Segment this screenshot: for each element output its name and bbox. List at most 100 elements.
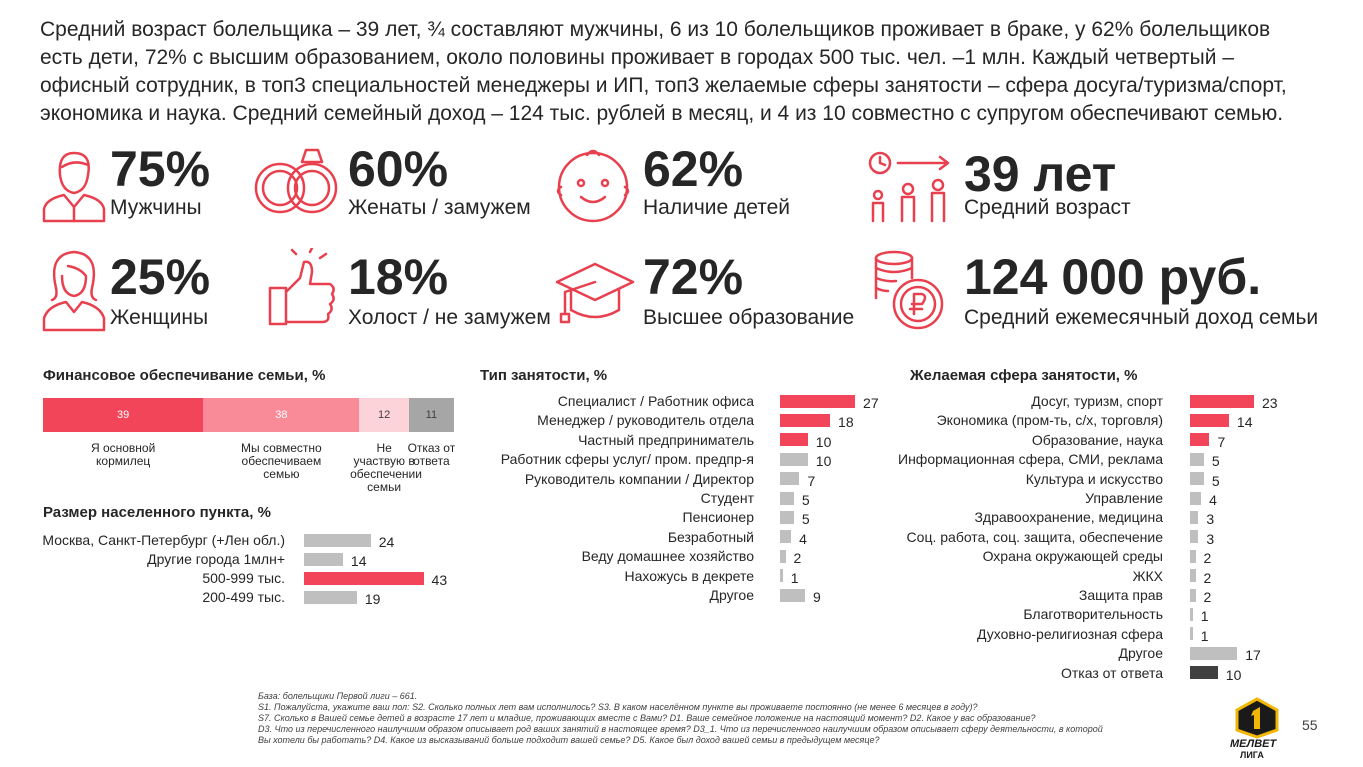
data-label: 7 [1217, 433, 1226, 450]
data-label: 2 [1203, 569, 1212, 586]
stat-value: 62% [643, 141, 744, 197]
data-label: 5 [1211, 472, 1220, 489]
data-label: 43 [431, 572, 448, 588]
data-label: 5 [801, 511, 810, 528]
footnote: База: болельщики Первой лиги – 661. [258, 691, 418, 701]
chart-title: Финансовое обеспечивание семьи, % [43, 367, 326, 384]
stat-value: 60% [348, 141, 449, 197]
category-label: Управление [1085, 490, 1163, 506]
bar [1190, 394, 1254, 408]
data-label: 5 [1211, 453, 1220, 470]
bar [780, 413, 831, 427]
stat-label: Средний возраст [964, 196, 1131, 219]
data-label: 38 [275, 409, 288, 421]
bar [1190, 646, 1238, 660]
category-label: Досуг, туризм, спорт [1031, 393, 1163, 409]
bar [1190, 413, 1229, 427]
category-label: Другие города 1млн+ [147, 551, 285, 567]
stat-value: 25% [110, 249, 211, 305]
icon-coins [874, 250, 944, 330]
category-label: Защита прав [1078, 587, 1163, 603]
category-label: Нахожусь в декрете [624, 567, 754, 584]
bar-segment [359, 398, 409, 432]
data-label: 27 [863, 395, 879, 411]
stat-label: Средний ежемесячный доход семьи [964, 306, 1319, 329]
bar [780, 452, 808, 466]
category-label: Благотворительность [1023, 606, 1163, 623]
stat-value: 39 лет [964, 146, 1117, 202]
category-label: Частный предприниматель [578, 431, 754, 448]
logo-league: ЛИГА [1240, 750, 1264, 760]
data-label: 2 [793, 550, 802, 567]
bar [1190, 510, 1199, 524]
bar [1190, 588, 1196, 602]
stat-label: Высшее образование [643, 306, 855, 329]
data-label: 10 [1225, 666, 1242, 683]
icon-graduation [555, 262, 635, 324]
data-label: 4 [1209, 492, 1217, 508]
bar [780, 549, 786, 563]
page-number: 55 [1302, 717, 1318, 733]
bar [780, 491, 794, 505]
data-label: 17 [1245, 647, 1261, 664]
category-label: Соц. работа, соц. защита, обеспечение [906, 528, 1163, 545]
category-label: ЖКХ [1132, 567, 1163, 584]
bar [1190, 530, 1199, 544]
bar [1190, 569, 1196, 583]
icon-thumbs-up [268, 248, 335, 326]
logo-mark [1235, 697, 1279, 739]
category-label: Веду домашнее хозяйство [581, 548, 754, 565]
bar [1190, 491, 1202, 505]
data-label: 9 [813, 589, 821, 605]
category-label: Духовно-религиозная сфера [977, 625, 1163, 642]
category-label: Информационная сфера, СМИ, реклама [898, 451, 1163, 468]
data-label: 24 [378, 534, 395, 550]
icon-age [868, 151, 950, 223]
data-label: 10 [815, 433, 832, 450]
category-label: Руководитель компании / Директор [524, 470, 754, 487]
icon-woman [42, 250, 106, 332]
data-label: 1 [1200, 627, 1209, 644]
icon-child [556, 149, 630, 223]
bar [1190, 452, 1204, 466]
category-label: Пенсионер [682, 509, 755, 526]
category-label: Другое [709, 587, 754, 603]
bar [780, 433, 808, 447]
bar [1190, 627, 1193, 641]
bar [1190, 666, 1218, 680]
stat-label: Женаты / замужем [348, 196, 531, 219]
bar [1190, 433, 1210, 447]
data-label: 7 [807, 472, 816, 489]
chart-title: Размер населенного пункта, % [43, 504, 271, 521]
data-label: 23 [1261, 395, 1278, 411]
bar [304, 552, 343, 566]
bar-segment [43, 398, 204, 432]
icon-rings [254, 148, 338, 214]
data-label: 1 [1200, 608, 1209, 625]
bar [780, 472, 800, 486]
category-label: Специалист / Работник офиса [557, 393, 754, 409]
stat-label: Мужчины [110, 196, 202, 219]
bar [304, 571, 424, 585]
category-label: Студент [700, 490, 754, 506]
icon-man [42, 151, 106, 223]
footnote: S1. Пожалуйста, укажите ваш пол: S2. Ско… [258, 702, 978, 712]
bar [304, 533, 371, 547]
data-label: 39 [117, 409, 130, 421]
category-label: Охрана окружающей среды [982, 548, 1163, 565]
bar [780, 530, 792, 544]
bar [1190, 607, 1193, 621]
bar-segment [408, 398, 454, 432]
category-label: Менеджер / руководитель отдела [537, 412, 754, 429]
legend-label: Отказ от ответа [407, 441, 456, 468]
stat-value: 72% [643, 249, 744, 305]
data-label: 5 [801, 492, 810, 508]
category-label: Работник сферы услуг/ пром. предпр-я [500, 451, 754, 468]
data-label: 2 [1203, 589, 1212, 605]
category-label: Образование, наука [1031, 431, 1163, 448]
category-label: Здравоохранение, медицина [974, 509, 1163, 526]
category-label: Культура и искусство [1025, 470, 1163, 487]
data-label: 1 [790, 569, 799, 586]
footnote: S7. Сколько в Вашей семье детей в возрас… [258, 713, 1036, 723]
